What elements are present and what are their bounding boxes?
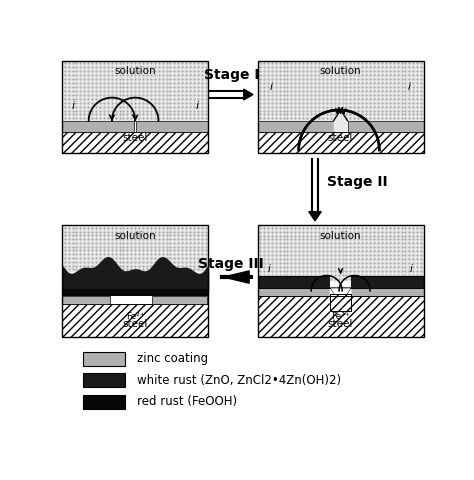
Bar [258, 60, 423, 121]
Bar [258, 132, 423, 153]
Bar [152, 296, 207, 304]
Polygon shape [334, 110, 347, 132]
Text: steel: steel [328, 319, 353, 329]
Text: Stage III: Stage III [199, 257, 264, 271]
Bar [258, 226, 423, 281]
Bar [258, 288, 330, 296]
Bar [258, 60, 423, 153]
Text: steel: steel [122, 319, 148, 329]
Bar [82, 352, 125, 366]
Text: solution: solution [320, 231, 361, 241]
Polygon shape [330, 288, 351, 312]
Bar [63, 304, 208, 337]
Text: solution: solution [114, 66, 156, 76]
Polygon shape [244, 89, 253, 100]
Text: Stage I: Stage I [203, 68, 259, 82]
Bar [63, 226, 208, 337]
Bar [258, 276, 330, 288]
Bar [347, 121, 423, 132]
Text: red rust (FeOOH): red rust (FeOOH) [137, 396, 237, 408]
Text: white rust (ZnO, ZnCl2•4Zn(OH)2): white rust (ZnO, ZnCl2•4Zn(OH)2) [137, 374, 341, 387]
Text: steel: steel [122, 132, 148, 143]
Text: $i$: $i$ [410, 262, 414, 274]
Text: $i$: $i$ [195, 99, 200, 111]
Polygon shape [330, 288, 351, 305]
Text: Fe²⁺: Fe²⁺ [331, 312, 350, 321]
Bar [351, 276, 423, 288]
Text: solution: solution [114, 231, 156, 241]
Bar [136, 121, 208, 132]
Text: solution: solution [320, 66, 361, 76]
Bar [258, 296, 423, 337]
Bar [63, 132, 208, 153]
Bar [63, 296, 110, 304]
Bar [330, 294, 351, 311]
Bar [351, 288, 423, 296]
Bar [258, 121, 334, 132]
Polygon shape [224, 271, 249, 283]
Bar [63, 226, 208, 272]
Polygon shape [309, 212, 321, 221]
Text: Stage II: Stage II [327, 175, 387, 189]
Bar [82, 395, 125, 408]
Text: Fe²⁺: Fe²⁺ [126, 312, 145, 321]
Text: $i$: $i$ [407, 80, 412, 92]
Bar [63, 60, 208, 153]
Text: $i$: $i$ [71, 99, 76, 111]
Text: $i$: $i$ [269, 80, 274, 92]
Text: steel: steel [328, 132, 353, 143]
Bar [63, 288, 208, 296]
Bar [258, 226, 423, 337]
Bar [63, 60, 208, 121]
Text: $i$: $i$ [267, 262, 272, 274]
Bar [63, 121, 135, 132]
Text: zinc coating: zinc coating [137, 352, 208, 365]
Bar [82, 373, 125, 387]
